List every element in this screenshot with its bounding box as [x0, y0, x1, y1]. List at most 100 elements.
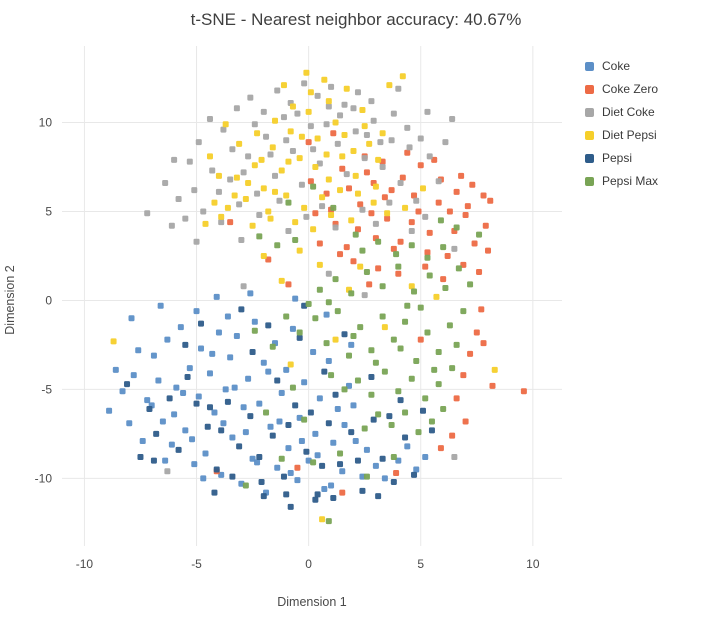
data-point: [301, 416, 308, 423]
data-point: [345, 382, 352, 389]
data-point: [359, 206, 366, 213]
data-point: [422, 263, 429, 270]
data-point: [395, 270, 402, 277]
data-point: [272, 117, 279, 124]
data-point: [408, 375, 415, 382]
data-point: [440, 276, 447, 283]
data-point: [330, 204, 337, 211]
data-point: [491, 366, 498, 373]
data-point: [426, 153, 433, 160]
plot-area: Dimension 1 Dimension 2 -10 -5 0 5 10 -10 -5 0 5…: [0, 38, 580, 623]
data-point: [411, 192, 418, 199]
data-point: [155, 377, 162, 384]
data-point: [233, 174, 240, 181]
data-point: [144, 210, 151, 217]
data-point: [332, 224, 339, 231]
data-point: [350, 333, 357, 340]
data-point: [426, 272, 433, 279]
data-point: [455, 265, 462, 272]
legend-item-pepsi[interactable]: Pepsi: [585, 150, 658, 167]
legend-item-diet-pepsi[interactable]: Diet Pepsi: [585, 127, 658, 144]
data-point: [350, 147, 357, 154]
data-point: [390, 245, 397, 252]
data-point: [417, 162, 424, 169]
data-point: [343, 85, 350, 92]
data-point: [449, 365, 456, 372]
legend-item-diet-coke[interactable]: Diet Coke: [585, 104, 658, 121]
legend-item-coke[interactable]: Coke: [585, 58, 658, 75]
chart-title: t-SNE - Nearest neighbor accuracy: 40.67…: [190, 10, 522, 29]
data-point: [345, 185, 352, 192]
data-point: [379, 283, 386, 290]
data-point: [419, 185, 426, 192]
data-point: [339, 153, 346, 160]
data-point: [206, 370, 213, 377]
data-point: [242, 196, 249, 203]
data-point: [390, 454, 397, 461]
data-point: [312, 430, 319, 437]
data-point: [482, 222, 489, 229]
x-tick-label: 10: [526, 557, 540, 571]
data-point: [263, 409, 270, 416]
data-point: [267, 215, 274, 222]
data-point: [303, 213, 310, 220]
data-point: [460, 261, 467, 268]
legend-item-coke-zero[interactable]: Coke Zero: [585, 81, 658, 98]
data-point: [352, 438, 359, 445]
data-point: [419, 407, 426, 414]
legend-item-pepsi-max[interactable]: Pepsi Max: [585, 173, 658, 190]
data-point: [485, 247, 492, 254]
data-point: [330, 130, 337, 137]
data-point: [146, 405, 153, 412]
data-point: [332, 119, 339, 126]
data-point: [278, 389, 285, 396]
data-point: [285, 281, 292, 288]
data-point: [296, 247, 303, 254]
data-point: [233, 333, 240, 340]
data-point: [422, 395, 429, 402]
data-point: [171, 411, 178, 418]
data-point: [301, 379, 308, 386]
data-point: [287, 361, 294, 368]
data-point: [473, 329, 480, 336]
data-point: [256, 400, 263, 407]
data-point: [265, 322, 272, 329]
x-tick-label: -10: [76, 557, 94, 571]
data-point: [440, 405, 447, 412]
data-point: [435, 349, 442, 356]
data-point: [337, 187, 344, 194]
data-point: [368, 373, 375, 380]
data-point: [209, 350, 216, 357]
data-point: [260, 185, 267, 192]
legend-swatch-icon: [585, 177, 594, 186]
data-point: [337, 251, 344, 258]
data-point: [325, 420, 332, 427]
data-point: [381, 324, 388, 331]
data-point: [240, 404, 247, 411]
data-point: [224, 398, 231, 405]
data-point: [287, 470, 294, 477]
data-point: [285, 158, 292, 165]
data-point: [224, 313, 231, 320]
data-point: [242, 429, 249, 436]
scatter-plot: Dimension 1 Dimension 2 -10 -5 0 5 10 -10 -5 0 5…: [3, 46, 562, 609]
data-point: [408, 283, 415, 290]
series-pepsi: [124, 302, 435, 510]
data-point: [251, 318, 258, 325]
data-point: [417, 135, 424, 142]
data-point: [272, 172, 279, 179]
data-point: [350, 402, 357, 409]
data-point: [388, 187, 395, 194]
data-point: [399, 174, 406, 181]
data-point: [379, 455, 386, 462]
data-point: [312, 315, 319, 322]
data-point: [453, 188, 460, 195]
data-point: [238, 306, 245, 313]
data-point: [276, 418, 283, 425]
data-point: [215, 329, 222, 336]
data-point: [348, 290, 355, 297]
data-point: [339, 165, 346, 172]
data-point: [339, 489, 346, 496]
data-point: [182, 215, 189, 222]
data-point: [236, 443, 243, 450]
